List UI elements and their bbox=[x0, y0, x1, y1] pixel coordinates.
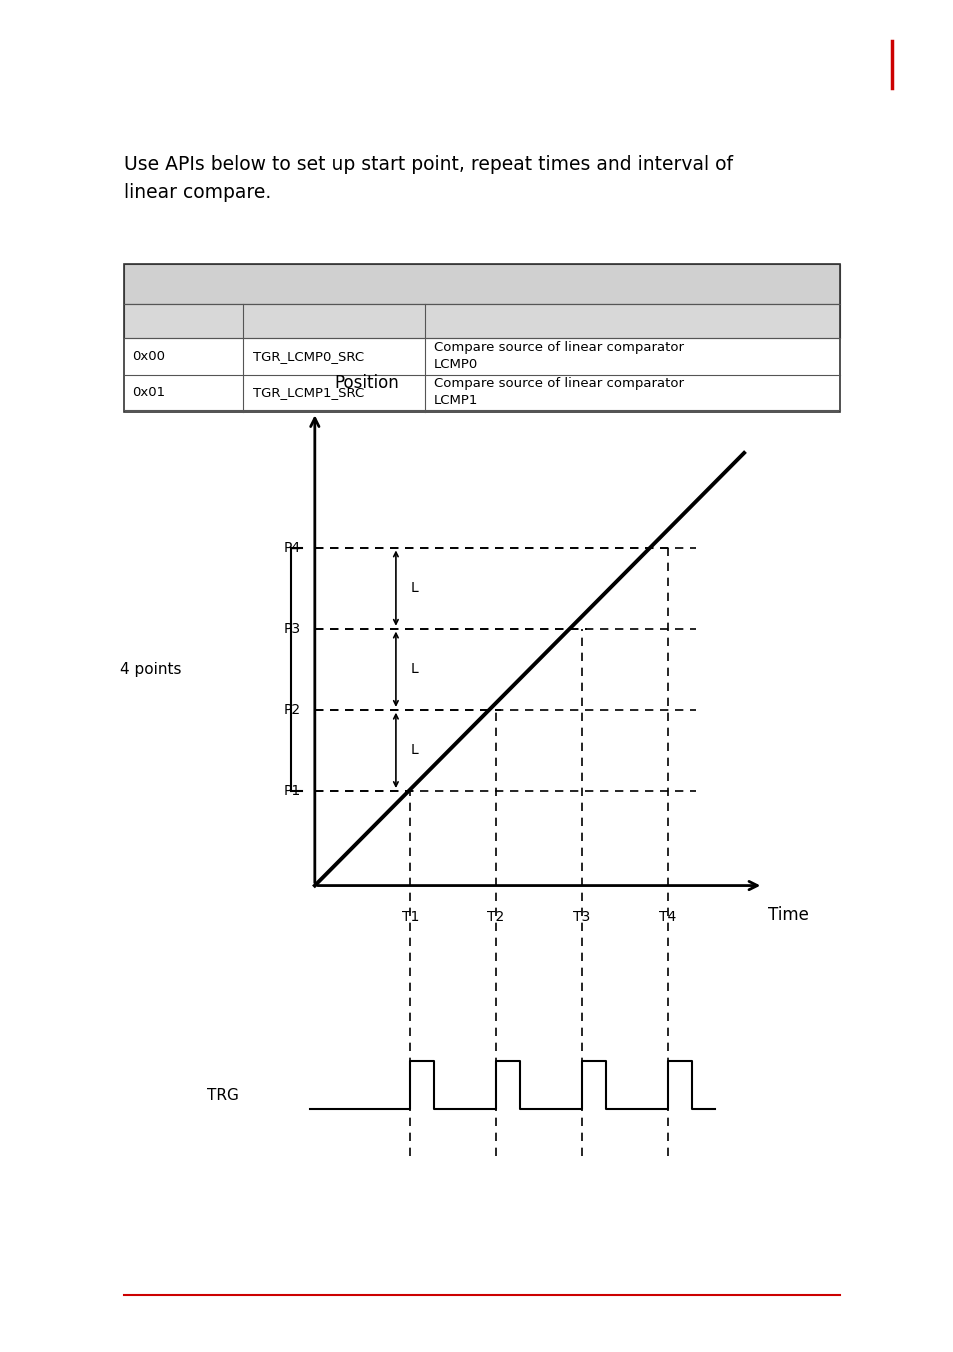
Text: Compare source of linear comparator
LCMP1: Compare source of linear comparator LCMP… bbox=[434, 377, 683, 407]
Text: Position: Position bbox=[334, 375, 398, 392]
Text: T4: T4 bbox=[659, 910, 676, 923]
Text: 0x01: 0x01 bbox=[132, 385, 165, 399]
Text: Time: Time bbox=[767, 906, 808, 923]
Text: T1: T1 bbox=[401, 910, 418, 923]
Bar bbox=[124, 264, 839, 304]
Text: 4 points: 4 points bbox=[120, 661, 181, 677]
Text: P1: P1 bbox=[283, 784, 300, 798]
Text: L: L bbox=[410, 662, 417, 676]
Text: 0x00: 0x00 bbox=[132, 350, 165, 362]
Text: P4: P4 bbox=[283, 541, 300, 554]
Text: T3: T3 bbox=[573, 910, 590, 923]
Text: TGR_LCMP1_SRC: TGR_LCMP1_SRC bbox=[253, 385, 364, 399]
Text: TRG: TRG bbox=[207, 1087, 238, 1103]
Bar bbox=[124, 304, 839, 338]
Text: L: L bbox=[410, 744, 417, 757]
Text: Compare source of linear comparator
LCMP0: Compare source of linear comparator LCMP… bbox=[434, 341, 683, 372]
Bar bbox=[124, 264, 839, 412]
Text: TGR_LCMP0_SRC: TGR_LCMP0_SRC bbox=[253, 350, 363, 362]
Text: P3: P3 bbox=[283, 622, 300, 635]
Text: P2: P2 bbox=[283, 703, 300, 717]
Text: L: L bbox=[410, 581, 417, 595]
Text: Use APIs below to set up start point, repeat times and interval of
linear compar: Use APIs below to set up start point, re… bbox=[124, 155, 732, 203]
Text: T2: T2 bbox=[487, 910, 504, 923]
